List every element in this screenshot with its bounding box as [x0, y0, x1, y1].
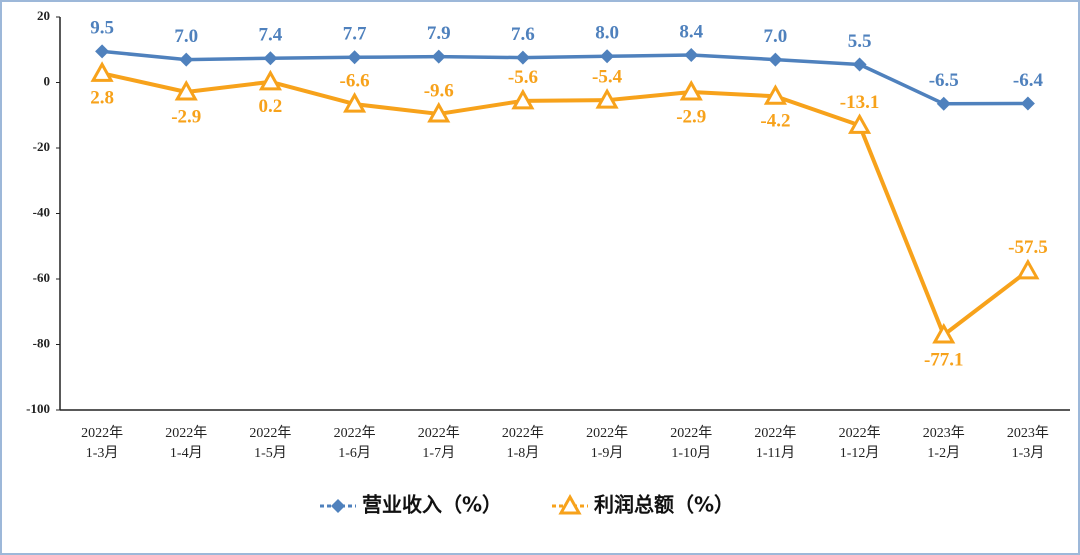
y-tick-label: -20 [33, 139, 50, 154]
data-point [1016, 258, 1040, 280]
legend-marker [331, 499, 345, 513]
x-tick-label: 1-9月 [591, 445, 624, 461]
value-label: 9.5 [90, 18, 114, 39]
x-tick-label: 1-8月 [507, 445, 540, 461]
y-tick-label: 0 [44, 73, 51, 88]
x-tick-label: 2022年 [165, 425, 207, 441]
value-label: -2.9 [676, 106, 706, 127]
data-point [515, 50, 530, 65]
value-label: -6.6 [340, 70, 370, 91]
value-label: 7.0 [764, 26, 788, 47]
value-label: 0.2 [259, 96, 283, 117]
data-point [511, 88, 535, 110]
data-point [258, 69, 282, 91]
y-tick-label: -100 [26, 401, 50, 416]
value-label: -6.5 [929, 70, 959, 91]
value-label: -5.6 [508, 67, 538, 88]
value-label: -9.6 [424, 80, 454, 101]
x-tick-label: 2023年 [1007, 425, 1049, 441]
x-tick-label: 2022年 [839, 425, 881, 441]
x-tick-label: 1-12月 [840, 445, 880, 461]
x-tick-label: 2023年 [923, 425, 965, 441]
x-tick-label: 1-3月 [86, 445, 119, 461]
value-label: -4.2 [760, 111, 790, 132]
x-tick-label: 1-3月 [1012, 445, 1045, 461]
data-point [174, 79, 198, 101]
x-tick-label: 1-4月 [170, 445, 203, 461]
value-label: -2.9 [171, 106, 201, 127]
data-point [848, 113, 872, 134]
x-tick-label: 2022年 [418, 425, 460, 441]
data-point [179, 52, 194, 67]
value-label: 5.5 [848, 31, 872, 52]
data-point [936, 96, 951, 111]
data-point [1020, 96, 1035, 111]
legend-label: 利润总额（%） [594, 493, 734, 517]
y-tick-label: -60 [33, 270, 50, 285]
value-label: 8.4 [679, 21, 703, 42]
x-tick-label: 2022年 [502, 425, 544, 441]
data-point [95, 44, 110, 59]
data-point [932, 322, 956, 344]
x-tick-label: 2022年 [670, 425, 712, 441]
data-point [763, 84, 787, 105]
x-tick-label: 1-11月 [756, 445, 795, 461]
data-point [679, 79, 703, 101]
data-point [263, 51, 278, 66]
x-tick-label: 2022年 [586, 425, 628, 441]
y-tick-label: -40 [33, 204, 50, 219]
data-point [431, 49, 446, 64]
x-tick-label: 1-7月 [422, 445, 455, 461]
legend-marker [558, 493, 582, 515]
value-label: -77.1 [924, 349, 964, 370]
data-point [595, 88, 619, 109]
value-label: -57.5 [1008, 237, 1048, 258]
x-tick-label: 1-2月 [927, 445, 960, 461]
value-label: 7.6 [511, 24, 535, 45]
data-point [600, 49, 615, 64]
data-point [768, 52, 783, 67]
x-tick-label: 2022年 [754, 425, 796, 441]
data-point [347, 50, 362, 65]
value-label: -5.4 [592, 67, 623, 88]
series-line [101, 49, 1028, 106]
x-tick-label: 1-10月 [671, 445, 711, 461]
value-label: 7.7 [343, 24, 367, 45]
y-tick-label: -80 [33, 335, 50, 350]
value-label: 2.8 [90, 88, 114, 109]
x-tick-label: 2022年 [334, 425, 376, 441]
x-tick-label: 1-5月 [254, 445, 287, 461]
data-point [684, 47, 699, 62]
data-point [852, 57, 867, 72]
legend-label: 营业收入（%） [362, 493, 502, 517]
data-point [343, 92, 367, 113]
value-label: 7.9 [427, 23, 451, 44]
value-label: 7.4 [259, 25, 283, 46]
x-tick-label: 2022年 [81, 425, 123, 441]
data-point [90, 61, 114, 82]
series-line [101, 71, 1030, 338]
y-tick-label: 20 [37, 8, 50, 23]
value-label: 8.0 [595, 23, 619, 44]
value-label: 7.0 [174, 26, 198, 47]
value-label: -13.1 [840, 92, 880, 113]
x-tick-label: 2022年 [249, 425, 291, 441]
x-tick-label: 1-6月 [338, 445, 371, 461]
data-point [427, 101, 451, 123]
value-label: -6.4 [1013, 70, 1044, 91]
